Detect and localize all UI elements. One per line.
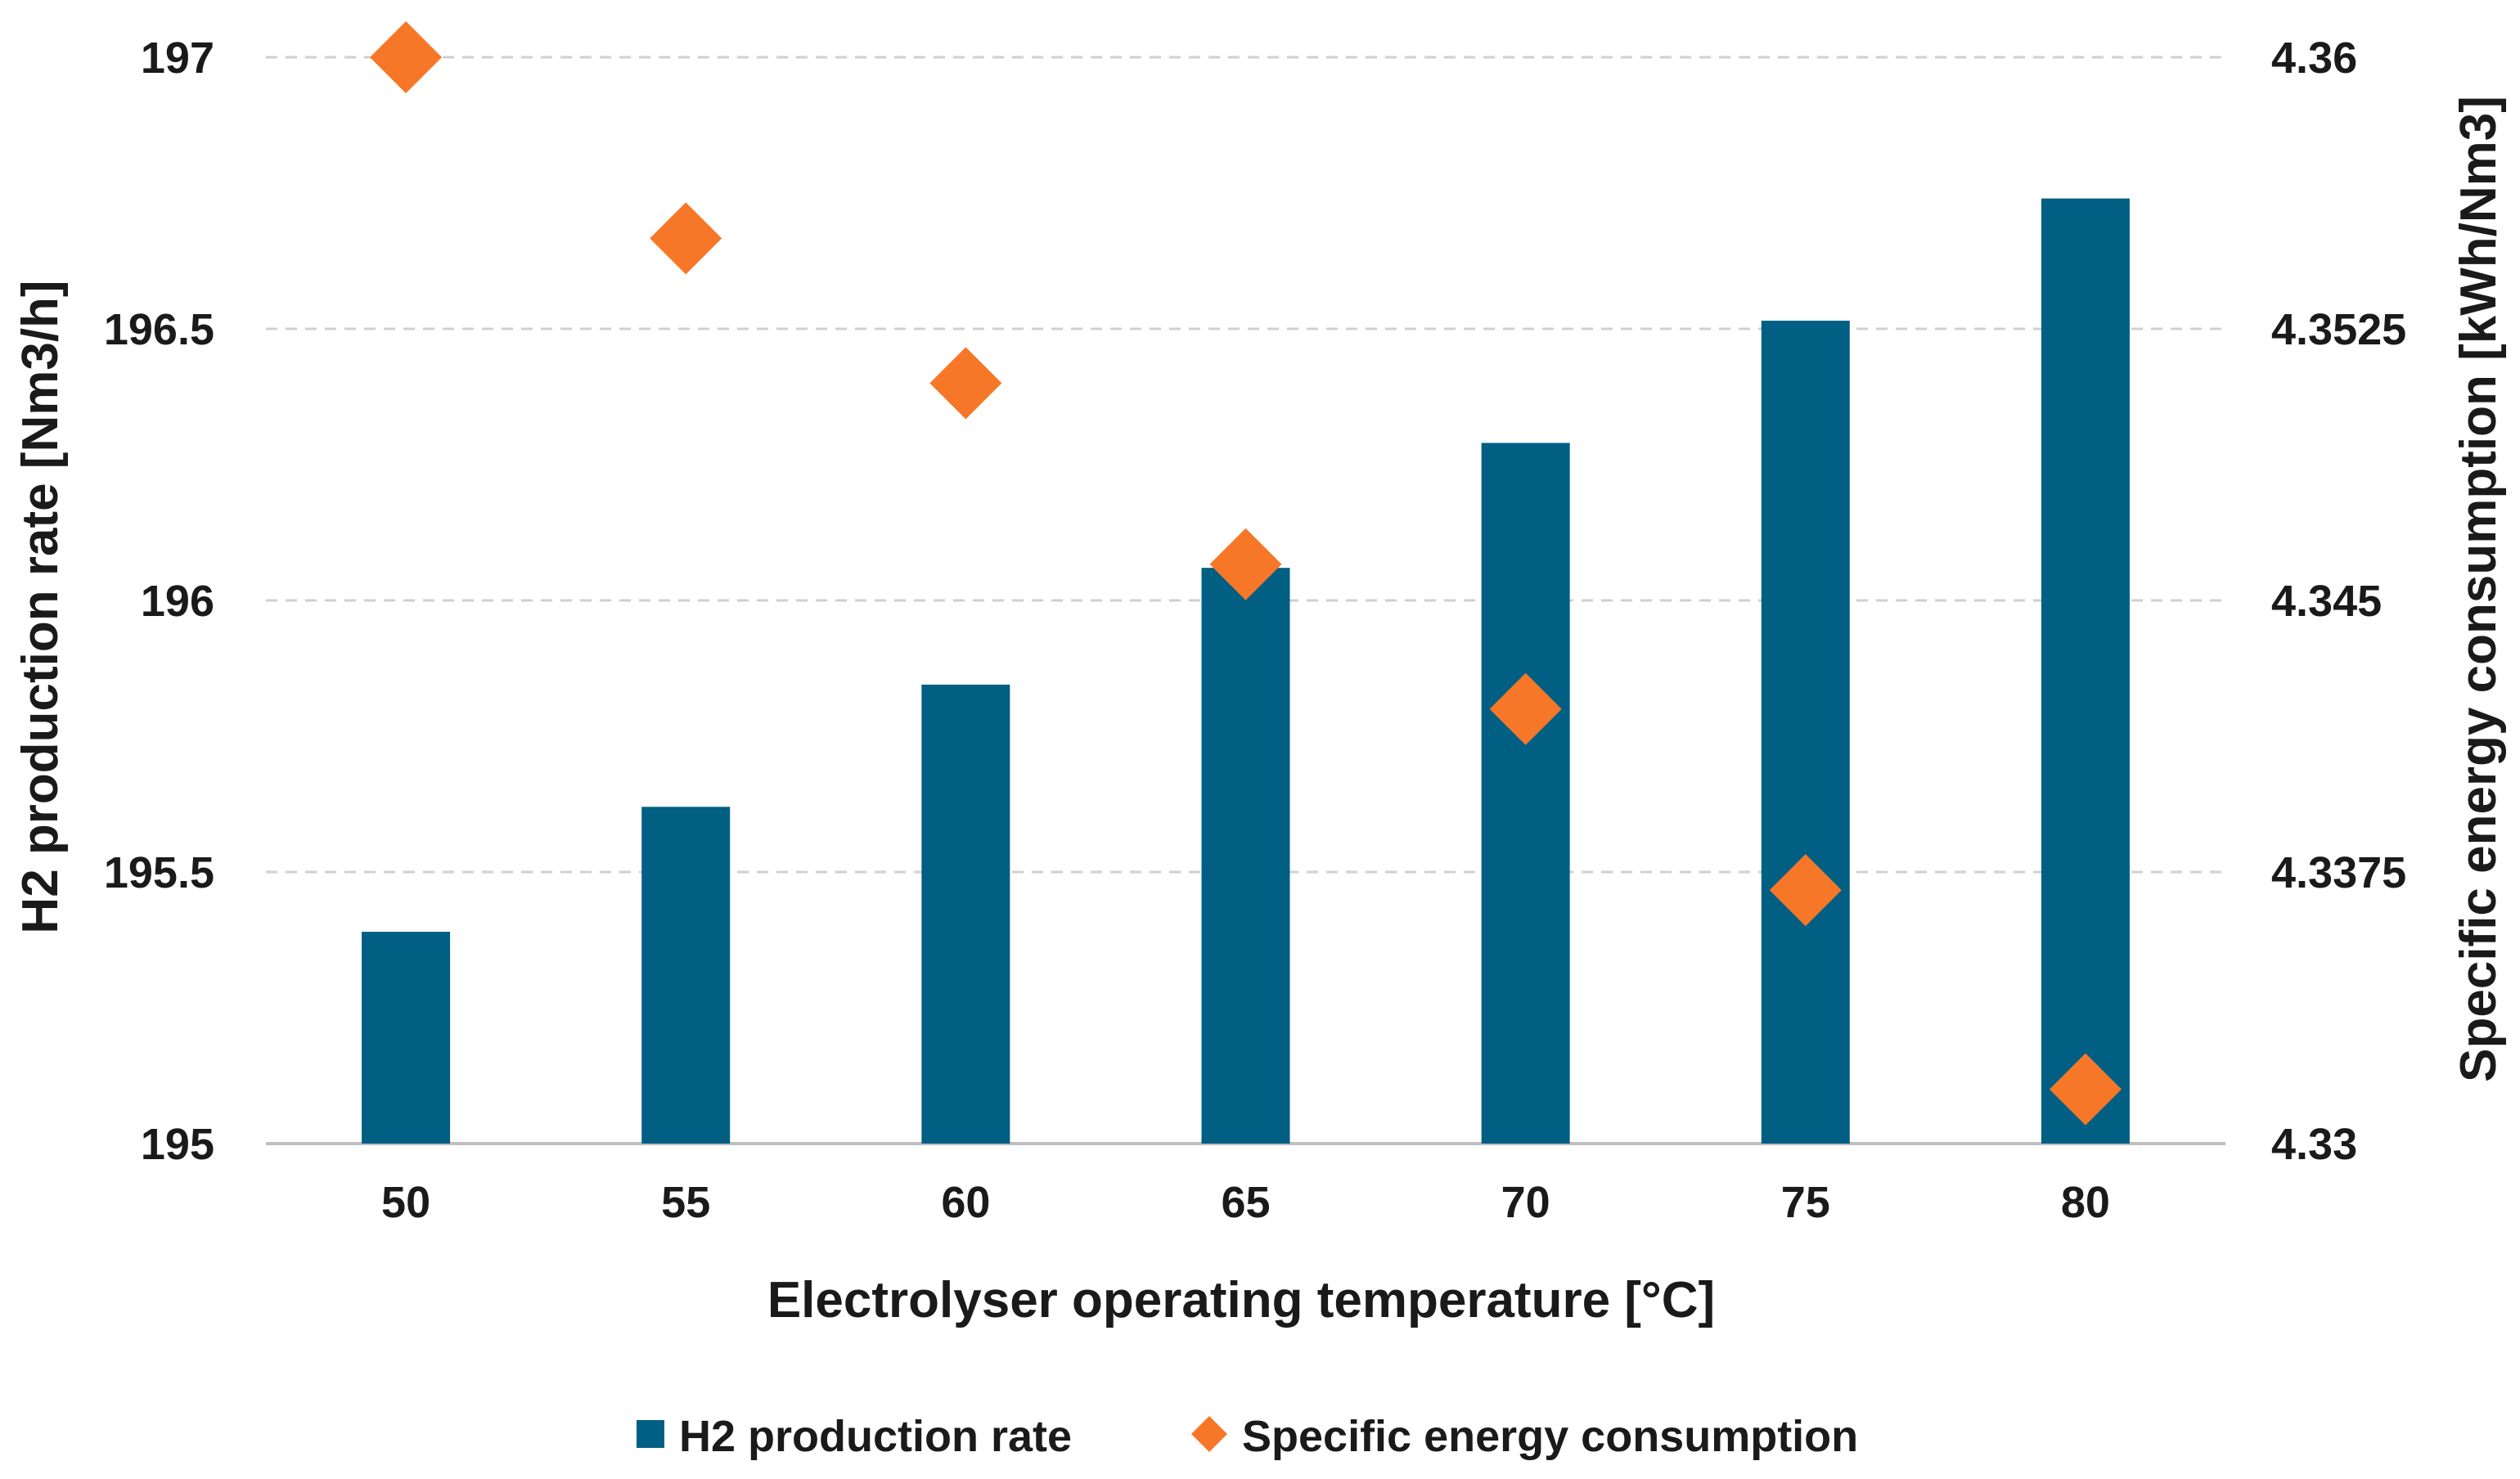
- marker-series: [370, 21, 2122, 1126]
- marker-point: [2049, 1053, 2122, 1126]
- legend: H2 production rate Specific energy consu…: [637, 1412, 1858, 1461]
- y2-tick-label: 4.33: [2271, 1120, 2357, 1169]
- y-tick-labels: 195 195.5 196 196.5 197: [104, 34, 214, 1169]
- x-tick-labels: 50 55 60 65 70 75 80: [381, 1178, 2110, 1227]
- marker-point: [929, 347, 1002, 420]
- legend-marker-label: Specific energy consumption: [1242, 1412, 1858, 1461]
- y-tick-label: 196.5: [104, 305, 214, 354]
- y2-tick-label: 4.345: [2271, 577, 2382, 626]
- y2-tick-label: 4.3375: [2271, 848, 2406, 897]
- bar: [2041, 198, 2130, 1144]
- gridlines: [266, 56, 2225, 874]
- x-tick-label: 75: [1781, 1178, 1830, 1227]
- legend-marker-swatch: [1191, 1416, 1227, 1452]
- y2-axis-title: Specific energy consumption [kWh/Nm3]: [2450, 96, 2507, 1082]
- x-tick-label: 80: [2061, 1178, 2110, 1227]
- x-axis-title: Electrolyser operating temperature [°C]: [767, 1272, 1715, 1328]
- y-tick-label: 195.5: [104, 848, 214, 897]
- y2-tick-label: 4.3525: [2271, 305, 2406, 354]
- y-tick-label: 197: [141, 34, 214, 83]
- bar: [1481, 443, 1570, 1144]
- y-tick-label: 196: [141, 577, 214, 626]
- marker-point: [1489, 672, 1562, 745]
- x-tick-label: 60: [941, 1178, 990, 1227]
- bar: [362, 932, 451, 1144]
- y-axis-title: H2 production rate [Nm3/h]: [12, 280, 69, 933]
- bar-series: [362, 198, 2130, 1144]
- legend-bar-label: H2 production rate: [679, 1412, 1072, 1461]
- marker-point: [1209, 528, 1282, 600]
- marker-point: [1769, 854, 1842, 927]
- bar: [641, 807, 731, 1144]
- marker-point: [650, 202, 722, 275]
- x-tick-label: 50: [381, 1178, 430, 1227]
- marker-point: [370, 21, 443, 93]
- bar: [921, 684, 1010, 1144]
- y2-tick-label: 4.36: [2271, 34, 2357, 83]
- x-tick-label: 55: [661, 1178, 710, 1227]
- bar: [1201, 568, 1290, 1144]
- legend-bar-swatch: [637, 1420, 664, 1448]
- x-tick-label: 70: [1501, 1178, 1550, 1227]
- y-tick-label: 195: [141, 1120, 214, 1169]
- bar: [1761, 321, 1850, 1144]
- x-tick-label: 65: [1221, 1178, 1270, 1227]
- y2-tick-labels: 4.33 4.3375 4.345 4.3525 4.36: [2271, 34, 2406, 1169]
